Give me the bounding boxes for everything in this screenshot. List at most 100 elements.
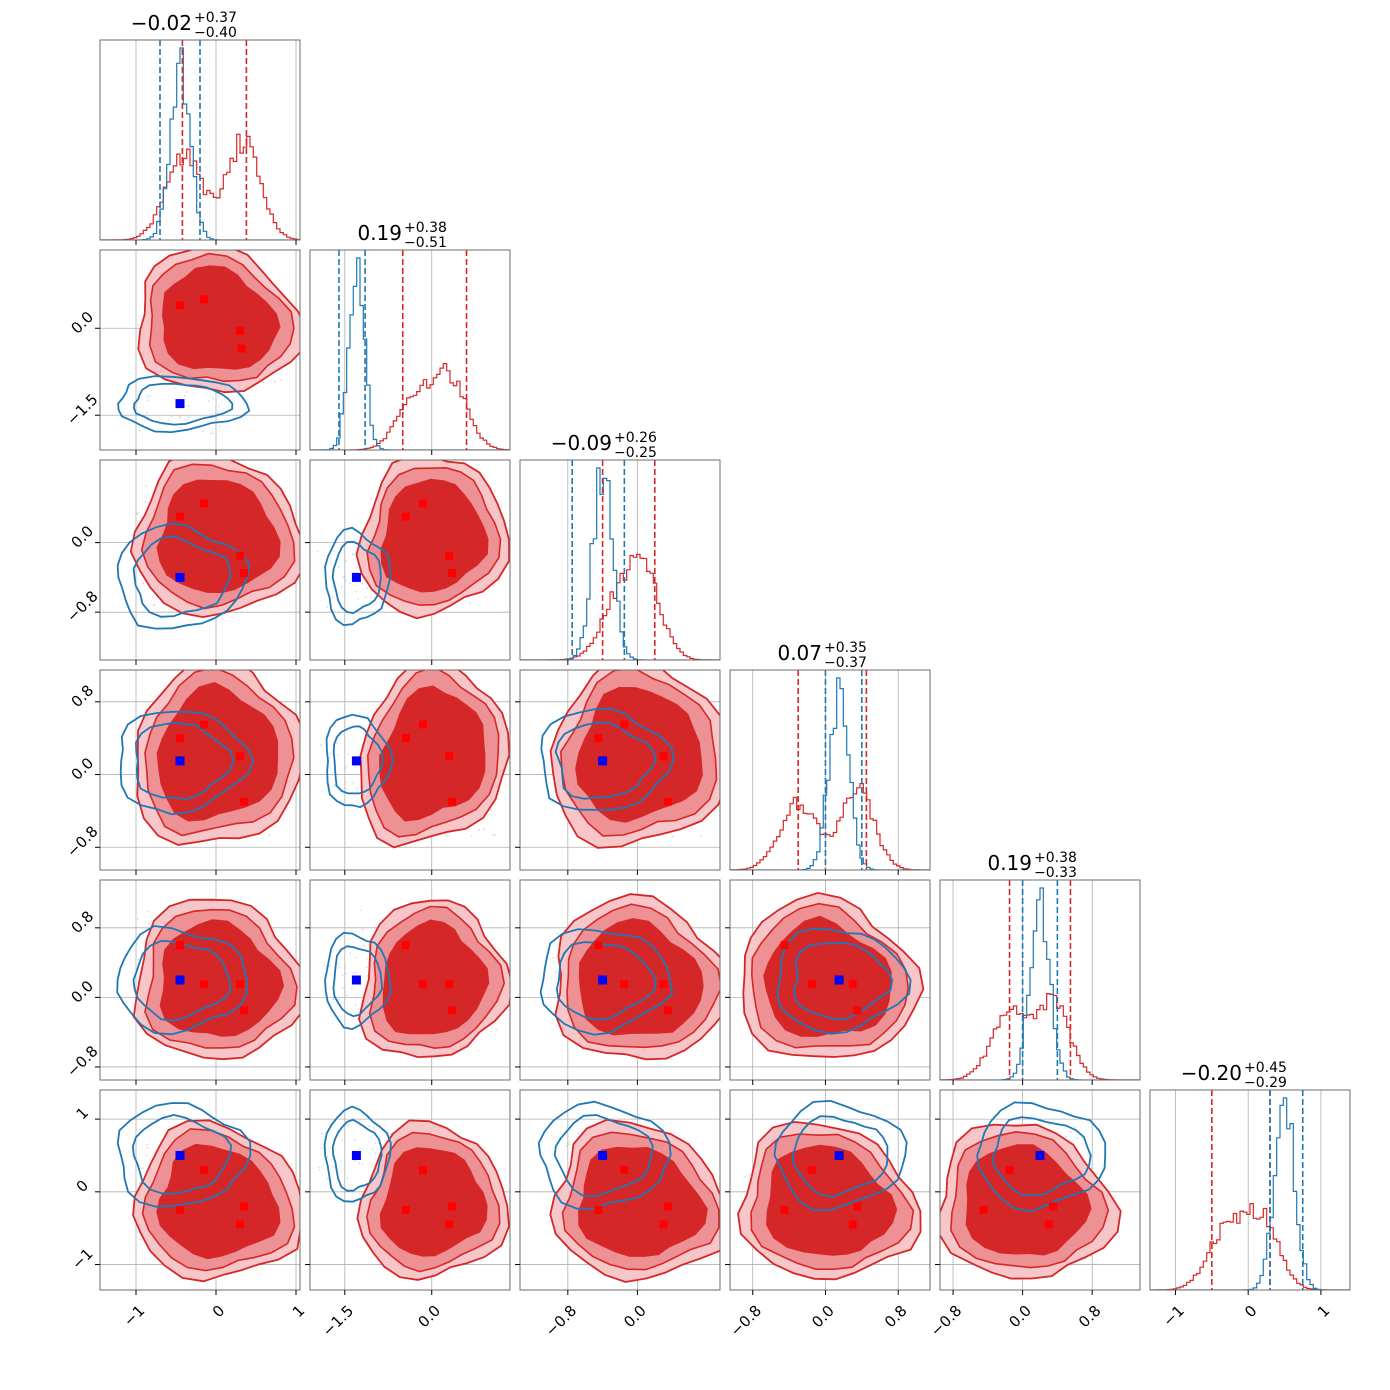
contour-secondary-inner <box>553 1114 654 1197</box>
tick-label-x: −0.8 <box>727 1302 765 1340</box>
scatter-point <box>209 432 212 435</box>
param-title-median: −0.02 <box>131 11 192 35</box>
mode-marker-secondary <box>598 756 608 766</box>
contour-secondary-inner <box>332 725 384 795</box>
tick-label-x: 1 <box>1314 1302 1333 1321</box>
mode-marker-primary <box>620 1166 629 1174</box>
scatter-point <box>178 415 181 418</box>
scatter-point <box>188 404 190 407</box>
scatter-point <box>361 1163 364 1166</box>
scatter-point <box>372 1126 375 1129</box>
param-title-plus: +0.35 <box>824 640 867 656</box>
scatter-point <box>366 975 369 977</box>
mode-marker-primary <box>200 720 208 729</box>
scatter-point <box>333 550 335 553</box>
mode-marker-primary <box>780 941 789 950</box>
contour-secondary-outer <box>116 522 251 630</box>
scatter-point <box>352 781 355 784</box>
scatter-point <box>568 1143 571 1146</box>
scatter-point <box>332 998 335 1001</box>
mode-marker-primary <box>176 301 184 310</box>
panel-5-5: −0.20 +0.45−0.29 −1 0 1 <box>1149 1060 1351 1330</box>
scatter-point <box>326 1177 329 1180</box>
mode-marker-primary <box>594 941 603 950</box>
scatter-point <box>344 991 347 993</box>
contour-secondary-inner <box>133 382 234 426</box>
scatter-point <box>370 497 372 500</box>
scatter-point <box>149 395 152 397</box>
scatter-point <box>137 324 140 326</box>
param-title-plus: +0.26 <box>614 430 657 446</box>
scatter-point <box>144 500 147 503</box>
mode-marker-primary <box>176 941 184 950</box>
contour-secondary-outer <box>119 710 255 816</box>
histogram-secondary <box>940 887 1140 1080</box>
scatter-point <box>335 741 338 744</box>
scatter-point <box>690 826 693 829</box>
scatter-point <box>145 1143 148 1146</box>
scatter-point <box>555 971 557 974</box>
scatter-point <box>365 966 368 969</box>
mode-marker-primary <box>401 1206 410 1214</box>
mode-marker-primary <box>594 1206 603 1214</box>
param-title-minus: −0.25 <box>614 445 657 461</box>
scatter-point <box>700 835 702 838</box>
scatter-point <box>167 418 170 421</box>
scatter-point <box>207 400 210 403</box>
scatter-point <box>355 590 358 593</box>
tick-label-y: 0.0 <box>68 754 98 784</box>
panel-1-0: −1.5 0.0 <box>63 249 301 455</box>
scatter-point <box>340 1160 343 1163</box>
mode-marker-primary <box>419 499 427 508</box>
scatter-point <box>280 379 283 381</box>
panel-frame <box>519 669 721 871</box>
mode-marker-primary <box>237 344 246 353</box>
contour-secondary-inner <box>332 945 384 1018</box>
tick-label-x: 1 <box>289 1302 308 1321</box>
scatter-point <box>324 964 326 967</box>
mode-marker-secondary <box>175 1151 185 1160</box>
panel-frame <box>99 459 301 661</box>
scatter-point <box>317 1166 320 1169</box>
panel-1-1: 0.19 +0.38−0.51 <box>309 220 511 455</box>
tick-label-x: 0.8 <box>1075 1302 1105 1332</box>
tick-label-y: 0.0 <box>68 977 98 1007</box>
scatter-point <box>362 1186 365 1189</box>
param-title-minus: −0.37 <box>824 655 867 671</box>
param-title-plus: +0.37 <box>194 10 237 26</box>
scatter-point <box>184 418 187 421</box>
scatter-point <box>321 1132 324 1135</box>
scatter-point <box>207 421 210 423</box>
scatter-point <box>316 550 319 553</box>
scatter-point <box>342 576 345 578</box>
scatter-point <box>216 412 219 414</box>
tick-label-x: 0.0 <box>1005 1302 1035 1332</box>
contour-secondary-outer <box>540 707 675 811</box>
scatter-point <box>355 566 358 569</box>
mode-marker-primary <box>594 734 603 743</box>
scatter-point <box>1065 1135 1068 1138</box>
scatter-point <box>492 833 494 836</box>
mode-marker-secondary <box>351 975 361 985</box>
scatter-point <box>565 1144 568 1147</box>
mode-marker-secondary <box>598 975 608 985</box>
scatter-point <box>218 425 221 427</box>
contour-primary-inner <box>578 1146 708 1257</box>
mode-marker-primary <box>807 980 816 989</box>
scatter-point <box>331 1165 334 1168</box>
panel-5-1: −1.5 0.0 <box>305 1089 511 1340</box>
contour-secondary-inner <box>134 721 235 801</box>
scatter-point <box>374 1152 377 1155</box>
scatter-point <box>478 829 481 831</box>
panel-frame <box>519 879 721 1081</box>
scatter-point <box>1090 1255 1093 1257</box>
panel-frame <box>309 459 511 661</box>
panel-frame <box>939 1089 1141 1291</box>
mode-marker-primary <box>240 797 248 806</box>
scatter-point <box>340 586 343 589</box>
scatter-point <box>268 834 271 836</box>
param-title-median: 0.19 <box>357 221 402 245</box>
panel-frame <box>1149 1089 1351 1291</box>
contour-primary-inner <box>162 265 281 370</box>
